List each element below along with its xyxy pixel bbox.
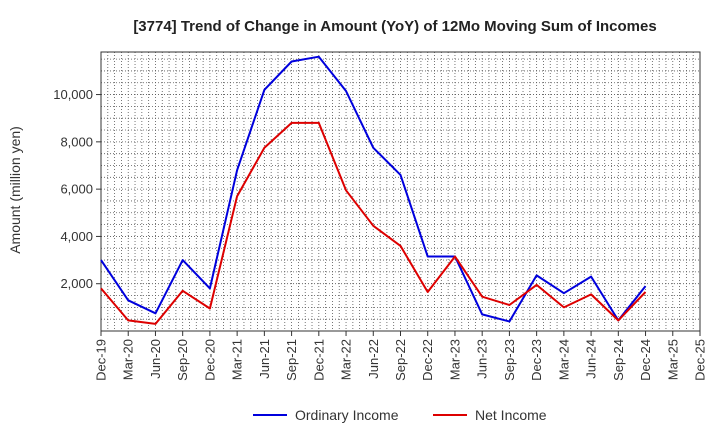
x-tick-label: Jun-20	[148, 339, 163, 379]
x-tick-label: Dec-19	[94, 339, 109, 381]
legend: Ordinary Income Net Income	[253, 407, 547, 423]
x-tick-label: Mar-20	[121, 339, 136, 380]
x-tick-label: Dec-23	[529, 339, 544, 381]
x-tick-label: Dec-24	[638, 339, 653, 381]
chart-title: [3774] Trend of Change in Amount (YoY) o…	[133, 18, 656, 35]
x-tick-label: Dec-20	[202, 339, 217, 381]
y-axis-label: Amount (million yen)	[7, 126, 23, 254]
y-tick-label: 2,000	[60, 276, 93, 291]
series-line-ordinary-income	[100, 55, 647, 323]
series-line-net-income	[100, 121, 647, 325]
x-tick-label: Sep-22	[393, 339, 408, 381]
x-tick-label: Jun-24	[584, 339, 599, 379]
legend-label: Net Income	[475, 407, 547, 423]
x-tick-label: Jun-21	[257, 339, 272, 379]
x-tick-label: Mar-25	[665, 339, 680, 380]
x-tick-label: Dec-25	[693, 339, 708, 381]
x-tick-label: Mar-21	[230, 339, 245, 380]
x-tick-label: Mar-23	[447, 339, 462, 380]
legend-label: Ordinary Income	[295, 407, 399, 423]
x-tick-label: Sep-24	[611, 339, 626, 381]
x-tick-label: Dec-21	[311, 339, 326, 381]
y-tick-label: 8,000	[60, 134, 93, 149]
y-tick-label: 6,000	[60, 182, 93, 197]
x-tick-label: Sep-21	[284, 339, 299, 381]
x-tick-label: Mar-22	[339, 339, 354, 380]
x-tick-label: Jun-23	[475, 339, 490, 379]
plot-area: 2,000 4,000 6,000 8,000 10,000 Dec-19 Mar-20 Ju…	[53, 51, 708, 381]
y-tick-label: 4,000	[60, 229, 93, 244]
x-tick-label: Jun-22	[366, 339, 381, 379]
y-tick-label: 10,000	[53, 87, 93, 102]
x-tick-label: Dec-22	[420, 339, 435, 381]
x-tick-label: Sep-23	[502, 339, 517, 381]
x-tick-label: Mar-24	[556, 339, 571, 380]
x-tick-label: Sep-20	[175, 339, 190, 381]
